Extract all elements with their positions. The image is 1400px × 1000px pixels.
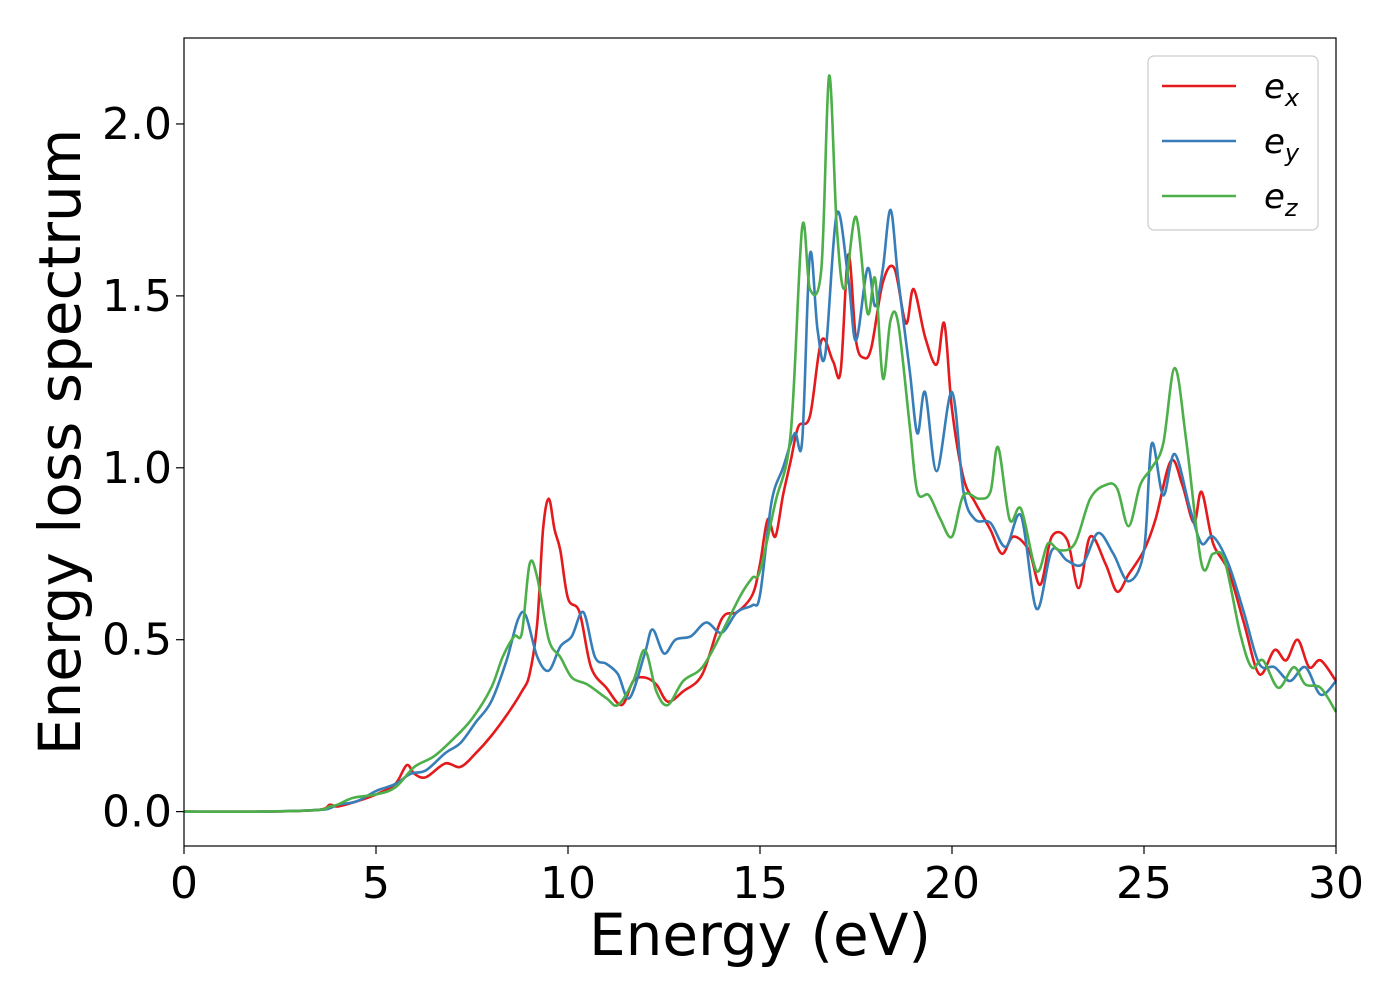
- x-tick-label: 0: [170, 858, 198, 909]
- x-tick-label: 10: [540, 858, 596, 909]
- series-lines: [183, 74, 1338, 814]
- series-line-e-y: [183, 208, 1337, 814]
- y-tick-label: 1.5: [102, 271, 172, 322]
- legend-box: [1147, 55, 1319, 231]
- y-axis-label: Energy loss spectrum: [26, 129, 94, 755]
- y-tick-label: 0.0: [102, 787, 172, 838]
- x-tick-label: 5: [362, 858, 390, 909]
- x-tick-label: 25: [1116, 858, 1172, 909]
- y-tick-label: 2.0: [102, 99, 172, 150]
- x-tick-label: 30: [1308, 858, 1364, 909]
- series-line-e-z: [183, 74, 1338, 814]
- x-tick-label: 20: [924, 858, 980, 909]
- x-axis-ticks: 0 5 10 15 20 25 30: [170, 846, 1364, 909]
- y-tick-label: 1.0: [102, 443, 172, 494]
- legend-label-e-y: ey: [1264, 122, 1300, 167]
- y-axis-ticks: 0.0 0.5 1.0 1.5 2.0: [102, 99, 184, 838]
- y-tick-label: 0.5: [102, 615, 172, 666]
- legend-label-e-x: ex: [1264, 67, 1300, 112]
- x-tick-label: 15: [732, 858, 788, 909]
- x-axis-label: Energy (eV): [589, 901, 931, 969]
